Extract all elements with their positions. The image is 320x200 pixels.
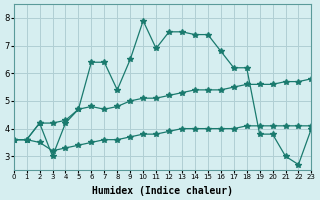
X-axis label: Humidex (Indice chaleur): Humidex (Indice chaleur) [92,186,233,196]
